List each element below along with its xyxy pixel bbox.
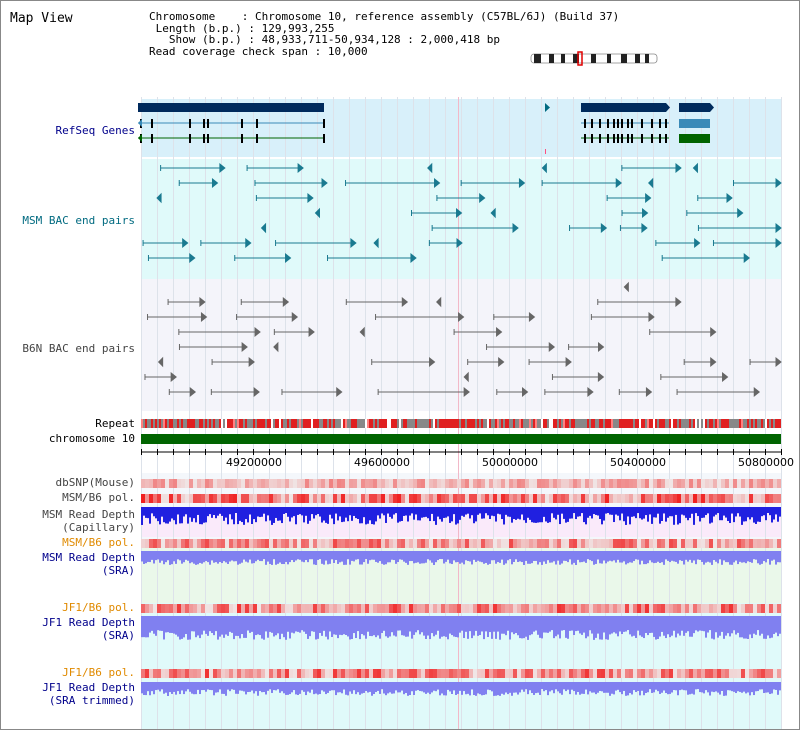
ideogram-position-marker [577, 51, 583, 66]
track-label-dbsnp: dbSNP(Mouse) [55, 476, 135, 489]
show-value: 48,933,711-50,934,128 : 2,000,418 bp [261, 33, 501, 46]
track-label-b6n-bac[interactable]: B6N BAC end pairs [22, 342, 135, 355]
msm-b6-pol-strip-2 [141, 539, 781, 548]
track-label-repeat: Repeat [95, 417, 135, 430]
axis-tick-label: 49200000 [226, 456, 282, 469]
axis-tick-label: 50800000 [738, 456, 794, 469]
track-label-msm-depth-cap-sub: (Capillary) [62, 521, 135, 534]
msm-bac-pairs [142, 162, 782, 264]
msm-depth-sra-bars [141, 551, 781, 565]
axis-tick-label: 49600000 [354, 456, 410, 469]
chromosome-bar [141, 434, 781, 444]
page-title: Map View [10, 11, 73, 26]
msm-b6-pol-strip-1 [141, 494, 781, 503]
track-label-msm-depth-sra: MSM Read Depth [42, 551, 135, 564]
track-label-msm-depth-sra-sub: (SRA) [101, 564, 135, 577]
chromosome-value: Chromosome 10, reference assembly (C57BL… [254, 10, 620, 23]
chromosome-key: Chromosome [149, 10, 216, 23]
coverage-key: Read coverage check span [149, 44, 308, 58]
show-key: Show (b.p.) [168, 33, 242, 46]
coverage-value: 10,000 [327, 44, 368, 58]
track-label-jf1-b6-pol-2: JF1/B6 pol. [62, 666, 135, 679]
jf1-depth-sra-bars [141, 616, 781, 640]
track-label-jf1-depth-trim: JF1 Read Depth [42, 681, 135, 694]
length-value: 129,993,255 [261, 21, 335, 35]
msm-depth-capillary-bars [141, 507, 781, 525]
track-label-jf1-depth-sra: JF1 Read Depth [42, 616, 135, 629]
track-label-msm-b6-pol-2: MSM/B6 pol. [62, 536, 135, 549]
chromosome-ideogram [530, 51, 658, 66]
axis-tick-label: 50400000 [610, 456, 666, 469]
jf1-depth-trim-bars [141, 682, 781, 696]
chromosome-info: Chromosome : Chromosome 10, reference as… [149, 10, 620, 58]
position-axis: 49200000 49600000 50000000 50400000 50800000 [141, 449, 794, 469]
track-label-refseq[interactable]: RefSeq Genes [55, 124, 135, 137]
dbsnp-strip [141, 479, 781, 488]
repeat-track [141, 419, 781, 428]
track-label-chromosome: chromosome 10 [48, 432, 135, 445]
track-label-jf1-depth-trim-sub: (SRA trimmed) [48, 694, 135, 707]
jf1-b6-pol-strip-2 [141, 669, 781, 678]
track-label-msm-depth-cap: MSM Read Depth [42, 508, 135, 521]
track-label-msm-bac[interactable]: MSM BAC end pairs [22, 214, 135, 227]
jf1-b6-pol-strip-1 [141, 604, 781, 613]
track-label-jf1-depth-sra-sub: (SRA) [101, 629, 135, 642]
axis-tick-label: 50000000 [482, 456, 538, 469]
track-label-msm-b6-pol-1: MSM/B6 pol. [62, 491, 135, 504]
track-label-jf1-b6-pol-1: JF1/B6 pol. [62, 601, 135, 614]
b6n-bac-pairs [144, 281, 782, 398]
length-key: Length (b.p.) [155, 21, 242, 35]
refseq-genes [138, 103, 714, 154]
